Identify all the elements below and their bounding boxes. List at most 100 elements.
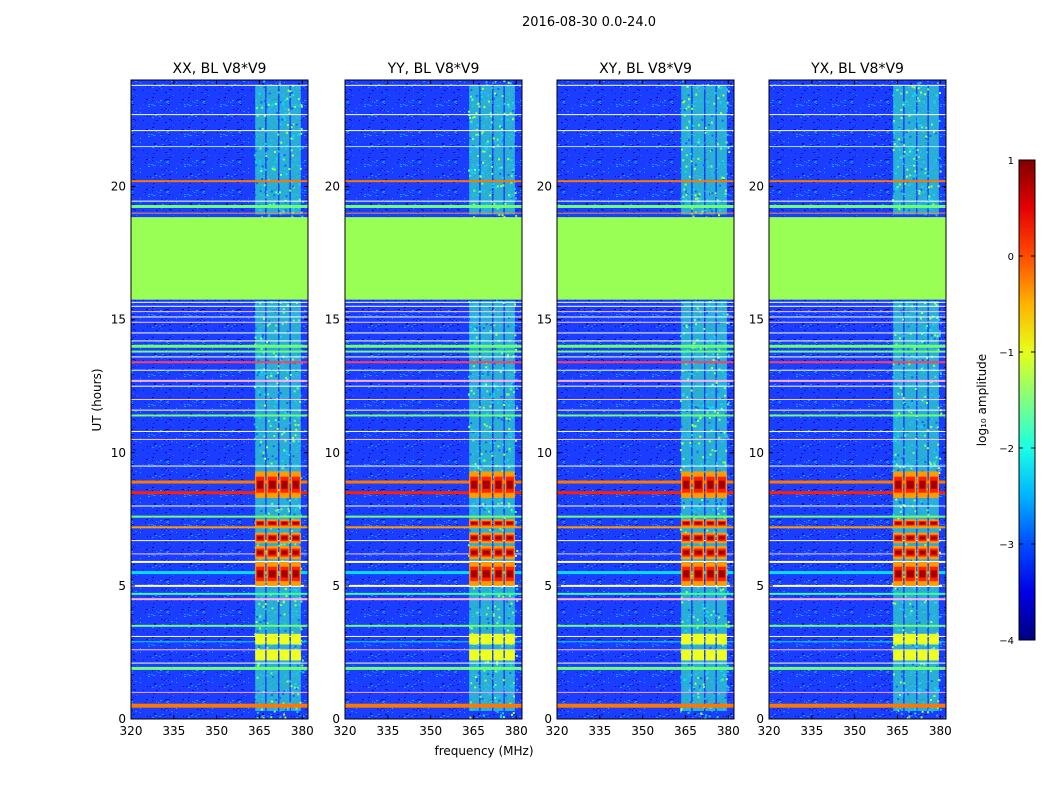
rfi-speck	[274, 606, 277, 609]
rfi-speck	[284, 148, 287, 151]
rfi-speck	[696, 407, 699, 410]
rfi-speck	[292, 185, 295, 188]
rfi-speck	[292, 455, 295, 458]
rfi-speck	[292, 694, 295, 697]
rfi-speck	[687, 711, 690, 714]
rfi-speck	[481, 697, 484, 700]
rfi-speck	[933, 131, 936, 134]
rfi-speck	[697, 419, 700, 422]
rfi-speck	[267, 420, 270, 423]
rfi-speck	[503, 460, 506, 463]
rfi-speck	[497, 608, 500, 611]
rfi-speck	[681, 442, 684, 445]
panel-frame	[768, 79, 947, 720]
rfi-speck	[261, 425, 264, 428]
rfi-speck	[254, 437, 257, 440]
rfi-speck	[477, 206, 480, 209]
flag-line	[769, 84, 946, 86]
rfi-speck	[925, 188, 928, 191]
y-tick-label: 5	[544, 579, 552, 593]
rfi-speck	[510, 602, 513, 605]
rfi-speck	[475, 112, 478, 115]
rfi-speck	[689, 711, 692, 714]
rfi-speck	[921, 359, 924, 362]
rfi-speck	[906, 431, 909, 434]
rfi-speck	[300, 105, 303, 108]
rfi-speck	[726, 99, 729, 102]
rfi-speck	[509, 123, 512, 126]
rfi-speck	[482, 125, 485, 128]
rfi-block-peak	[495, 522, 502, 525]
rfi-speck	[917, 124, 920, 127]
flag-line	[345, 491, 522, 495]
rfi-band	[928, 85, 939, 215]
rfi-block-peak	[506, 550, 513, 555]
rfi-speck	[679, 528, 682, 531]
x-tick-label: 320	[758, 724, 781, 738]
rfi-speck	[497, 311, 500, 314]
rfi-speck	[936, 366, 939, 369]
rfi-speck	[276, 201, 279, 204]
rfi-speck	[496, 622, 499, 625]
rfi-speck	[272, 465, 275, 468]
rfi-speck	[702, 404, 705, 407]
rfi-speck	[699, 427, 702, 430]
rfi-speck	[718, 163, 721, 166]
rfi-speck	[693, 100, 696, 103]
flag-line	[557, 305, 734, 307]
rfi-speck	[936, 706, 939, 709]
rfi-speck	[892, 440, 895, 443]
rfi-speck	[492, 498, 495, 501]
rfi-speck	[264, 168, 267, 171]
flag-line	[769, 515, 946, 518]
flag-line	[131, 662, 308, 664]
rfi-speck	[506, 119, 509, 122]
rfi-speck	[902, 397, 905, 400]
rfi-speck	[488, 426, 491, 429]
rfi-speck	[505, 501, 508, 504]
rfi-speck	[692, 215, 695, 218]
rfi-speck	[272, 165, 275, 168]
rfi-speck	[491, 201, 494, 204]
rfi-speck	[281, 322, 284, 325]
rfi-speck	[703, 697, 706, 700]
rfi-speck	[686, 349, 689, 352]
flag-line	[131, 305, 308, 307]
rfi-speck	[260, 167, 263, 170]
flag-line	[345, 414, 522, 417]
rfi-speck	[263, 619, 266, 622]
rfi-speck	[266, 622, 269, 625]
flag-line	[557, 560, 734, 563]
rfi-speck	[921, 710, 924, 713]
rfi-speck	[292, 358, 295, 361]
rfi-speck	[480, 96, 483, 99]
rfi-speck	[253, 386, 256, 389]
rfi-speck	[481, 174, 484, 177]
rfi-speck	[469, 421, 472, 424]
rfi-speck	[713, 113, 716, 116]
rfi-speck	[909, 150, 912, 153]
rfi-speck	[253, 315, 256, 318]
rfi-speck	[717, 321, 720, 324]
rfi-speck	[898, 439, 901, 442]
rfi-speck	[725, 88, 728, 91]
rfi-speck	[261, 715, 264, 718]
rfi-speck	[261, 101, 264, 104]
rfi-speck	[498, 449, 501, 452]
rfi-speck	[481, 182, 484, 185]
rfi-speck	[696, 404, 699, 407]
rfi-block-peak	[292, 522, 299, 525]
rfi-speck	[508, 395, 511, 398]
rfi-speck	[716, 412, 719, 415]
rfi-speck	[920, 425, 923, 428]
rfi-speck	[897, 454, 900, 457]
rfi-speck	[485, 450, 488, 453]
rfi-speck	[491, 165, 494, 168]
rfi-speck	[292, 210, 295, 213]
rfi-speck	[914, 510, 917, 513]
rfi-speck	[284, 716, 287, 719]
rfi-speck	[270, 372, 273, 375]
rfi-speck	[493, 94, 496, 97]
rfi-speck	[725, 591, 728, 594]
rfi-speck	[893, 448, 896, 451]
